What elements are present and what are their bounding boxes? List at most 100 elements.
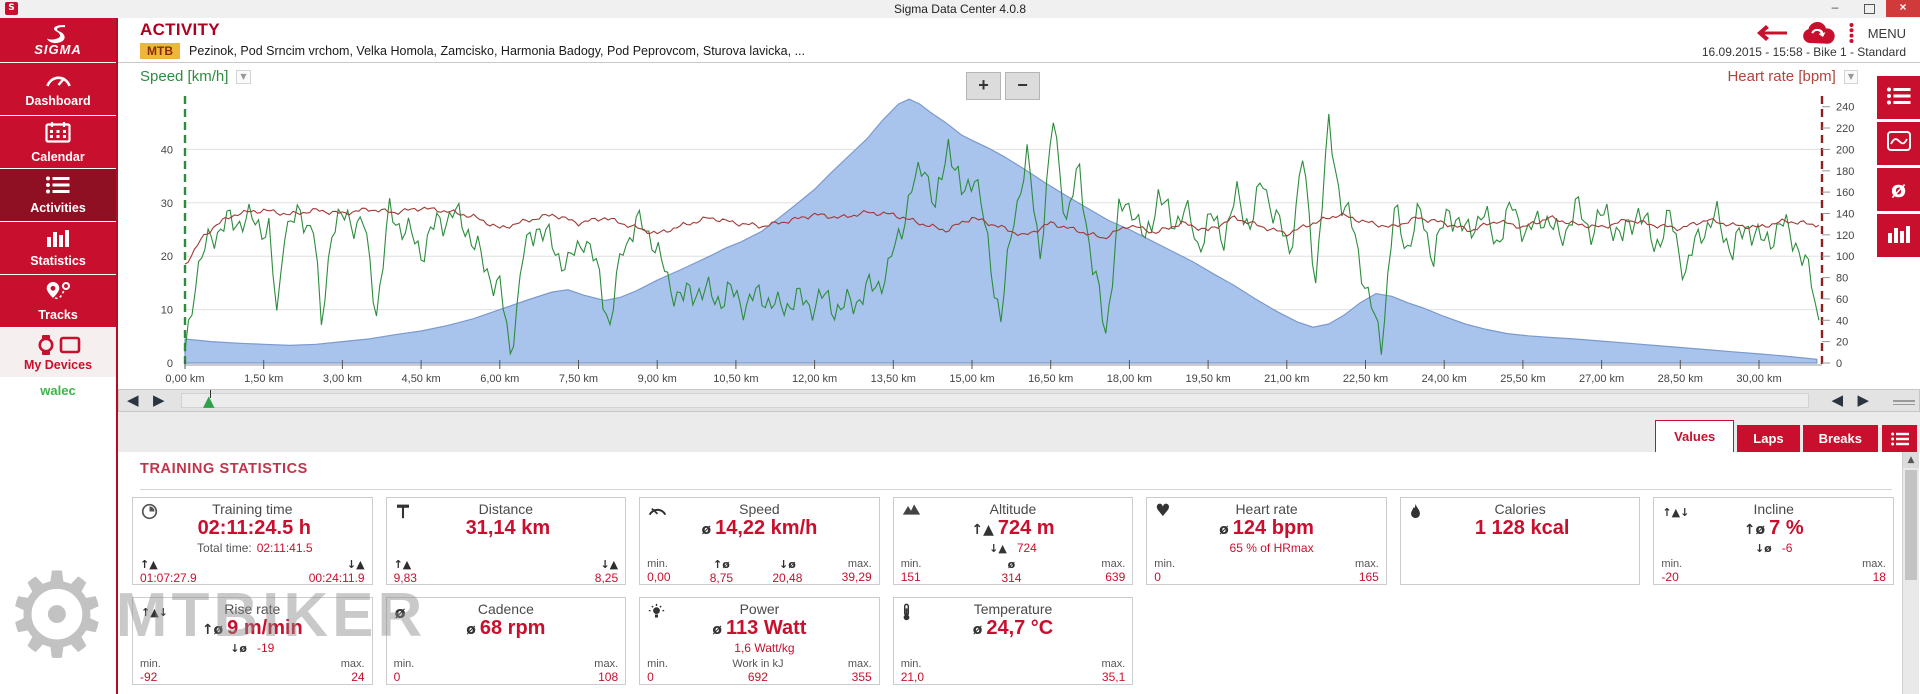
stat-subvalue: ↓▲ 724 [989,541,1037,555]
scrollbar-track[interactable] [181,393,1809,408]
activity-meta: 16.09.2015 - 15:58 - Bike 1 - Standard [1701,45,1906,59]
stat-card-cadence[interactable]: ø Cadence ø 68 rpm min. 0 max. 108 [385,597,627,685]
stat-title: Altitude [989,501,1037,517]
svg-text:9,00 km: 9,00 km [638,373,677,385]
stat-card-incline[interactable]: ↑▲↓ Incline ↑ø 7 % ↓ø -6 min. -20 max. 18 [1653,497,1894,585]
device-user-name[interactable]: walec [40,383,76,398]
stat-card-speed[interactable]: Speed ø 14,22 km/h min. 0,00 ↑ø 8,75 ↓ø 20,48 m… [639,497,880,585]
stat-title: Rise rate [224,601,281,617]
sidebar-item-label: Calendar [31,149,85,164]
sidebar: SIGMA Dashboard Calendar Activities Statist… [0,18,118,694]
cloud-sync-icon[interactable] [1801,22,1835,44]
close-button[interactable]: × [1886,0,1920,17]
menu-button[interactable]: MENU [1867,25,1906,41]
stat-card-calories[interactable]: Calories 1 128 kcal [1399,497,1641,585]
stats-vertical-scrollbar[interactable]: ▲ [1902,452,1919,694]
sigma-logo[interactable]: SIGMA [0,18,116,62]
chart-tool-bar-chart[interactable] [1877,214,1920,257]
scroll-up-icon[interactable]: ▲ [1903,452,1919,468]
sidebar-item-my-devices[interactable]: My Devices [0,328,116,377]
scrollbar-resize-handle[interactable] [1893,398,1915,407]
left-series-dropdown[interactable]: ▼ [236,69,251,84]
chart-scrollbar[interactable]: ◀ ▶ ▲ ◀ ▶ [118,389,1920,412]
stat-subvalue [1408,541,1633,556]
divider [140,489,1892,490]
svg-text:7,50 km: 7,50 km [559,373,598,385]
back-arrow-icon[interactable] [1756,25,1787,41]
svg-text:80: 80 [1836,273,1848,285]
maximize-button[interactable] [1852,0,1886,17]
kebab-dots-icon[interactable] [1849,23,1854,43]
stat-minmax-row: min. 0 Work in kJ 692 max. 355 [647,656,872,684]
sidebar-item-label: Tracks [38,307,78,322]
stat-value: 1 128 kcal [1474,517,1570,539]
line-chart-frame-icon [1886,130,1911,157]
stat-: ↓▲ 8,25 [594,558,619,585]
svg-text:30: 30 [161,198,173,210]
stat-card-rise-rate[interactable]: ↑▲↓ Rise rate ↑ø 9 m/min ↓ø -19 min. -92 max… [132,597,373,685]
sidebar-item-label: Statistics [30,253,86,268]
activity-chart[interactable]: 0,00 km 1,50 km 3,00 km 4,50 km 6,00 km 7,50 … [118,63,1920,389]
scroll-left-icon[interactable]: ◀ [127,391,139,409]
chart-tool-list-bullets[interactable] [1877,76,1920,119]
position-marker-icon[interactable]: ▲ [203,390,215,410]
stat-max: max. 355 [847,658,872,684]
zoom-in-button[interactable]: + [966,72,1001,100]
my-devices-label: My Devices [23,357,93,372]
svg-text:21,00 km: 21,00 km [1264,373,1309,385]
scroll-right-end-icon[interactable]: ▶ [1857,391,1869,409]
scrollbar-thumb[interactable] [1905,470,1917,580]
svg-text:140: 140 [1836,209,1854,221]
sidebar-item-calendar[interactable]: Calendar [0,116,116,168]
stat-min: min. 0 [393,658,415,684]
stat-value: ø 113 Watt [712,617,807,639]
stat-subvalue: 65 % of HRmax [1229,541,1314,555]
window-titlebar: S Sigma Data Center 4.0.8 – × [0,0,1920,19]
svg-text:3,00 km: 3,00 km [323,373,362,385]
minimize-button[interactable]: – [1831,0,1839,14]
svg-text:0: 0 [167,358,173,370]
zoom-out-button[interactable]: − [1005,72,1040,100]
stat-card-training-time[interactable]: Training time 02:11:24.5 h Total time: 02… [132,497,373,585]
tab-laps[interactable]: Laps [1737,425,1800,452]
stat-card-altitude[interactable]: Altitude ↑▲ 724 m ↓▲ 724 min. 151 ø 314 max. 63… [892,497,1134,585]
stat-subvalue: ↓ø -6 [1754,541,1793,555]
svg-text:160: 160 [1836,187,1854,199]
stat-title: Temperature [973,601,1053,617]
scroll-left-end-icon[interactable]: ◀ [1831,391,1843,409]
chart-tool-line-chart-frame[interactable] [1877,122,1920,165]
stat-card-temperature[interactable]: Temperature ø 24,7 °C min. 21,0 max. 35,1 [892,597,1134,685]
stat-card-heart-rate[interactable]: ♥ Heart rate ø 124 bpm 65 % of HRmax min.… [1146,497,1387,585]
stat-card-distance[interactable]: Distance 31,14 km ↑▲ 9,83 ↓▲ 8,25 [385,497,627,585]
tab-breaks[interactable]: Breaks [1802,425,1878,452]
chart-tool-average-sign[interactable]: ø [1877,168,1920,211]
svg-text:10: 10 [161,305,173,317]
stat-max: max. 639 [1101,558,1126,584]
tab-list-button[interactable] [1882,425,1917,452]
svg-text:6,00 km: 6,00 km [480,373,519,385]
bar-chart-icon [46,229,70,252]
scroll-right-icon[interactable]: ▶ [153,391,165,409]
stat-subvalue: 1,6 Watt/kg [734,641,795,655]
right-series-dropdown[interactable]: ▼ [1843,69,1858,84]
stat-min: min. 151 [900,558,922,584]
sidebar-item-activities[interactable]: Activities [0,169,116,221]
sidebar-item-label: Activities [30,200,86,215]
tab-values[interactable]: Values [1655,420,1735,452]
gauge-icon [45,70,72,92]
stat-card-power[interactable]: Power ø 113 Watt 1,6 Watt/kg min. 0 Work in… [639,597,880,685]
stat-: ↓ø 20,48 [772,558,803,585]
stat-: ↑ø 8,75 [709,558,734,585]
sidebar-item-tracks[interactable]: Tracks [0,275,116,327]
mountains-icon [902,503,921,521]
sidebar-item-dashboard[interactable]: Dashboard [0,63,116,115]
svg-text:28,50 km: 28,50 km [1658,373,1703,385]
stat-max: max. 39,29 [841,558,872,584]
app-icon: S [5,2,18,15]
sidebar-item-statistics[interactable]: Statistics [0,222,116,274]
sidebar-item-label: Dashboard [25,94,91,108]
stat-minmax-row [1408,556,1633,584]
stat-title: Cadence [477,601,534,617]
svg-text:27,00 km: 27,00 km [1579,373,1624,385]
